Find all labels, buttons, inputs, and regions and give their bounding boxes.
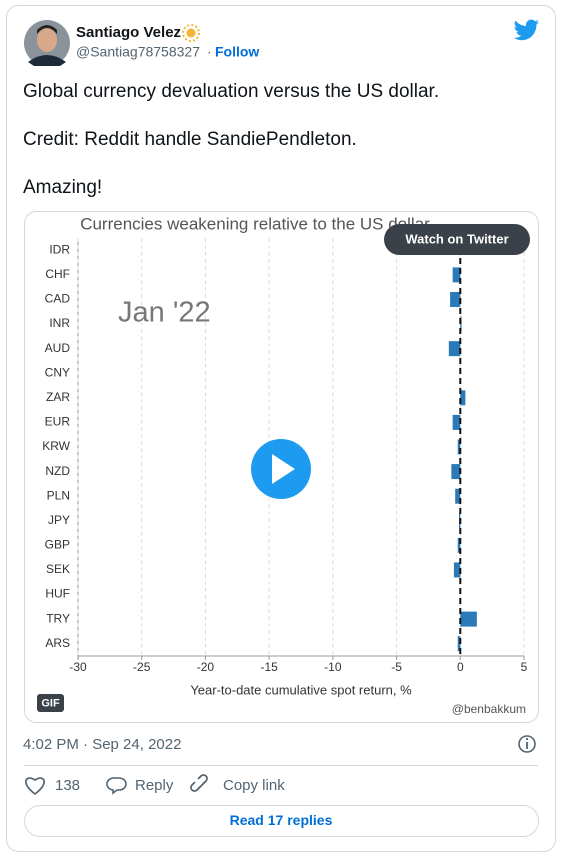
reply-label[interactable]: Reply [135, 777, 174, 794]
x-axis-label: Year-to-date cumulative spot return, % [190, 682, 412, 697]
read-replies-button[interactable] [24, 805, 539, 837]
y-tick-label: EUR [45, 415, 71, 429]
info-icon[interactable] [518, 735, 536, 753]
bar [451, 464, 461, 480]
link-icon[interactable] [190, 774, 208, 792]
twitter-logo[interactable] [513, 19, 539, 41]
x-tick-label: 5 [521, 660, 528, 674]
avatar[interactable] [24, 20, 70, 66]
y-tick-label: ZAR [46, 390, 70, 404]
x-tick-label: -20 [197, 660, 215, 674]
chart-title: Currencies weakening relative to the US … [80, 214, 430, 233]
bar [457, 636, 461, 652]
bar [450, 291, 461, 307]
bar [448, 341, 461, 357]
y-tick-label: TRY [46, 611, 70, 625]
author-name[interactable]: Santiago Velez [76, 24, 181, 41]
bar [460, 611, 477, 627]
y-tick-label: CHF [45, 267, 70, 281]
bar [452, 267, 461, 283]
x-tick-label: -10 [324, 660, 342, 674]
x-tick-label: -5 [391, 660, 402, 674]
gif-label: GIF [41, 697, 60, 709]
copy-link-label[interactable]: Copy link [223, 777, 285, 794]
x-tick-label: 0 [457, 660, 464, 674]
bar [457, 439, 461, 455]
watch-label[interactable]: Watch on Twitter [405, 231, 508, 246]
y-tick-label: AUD [45, 341, 71, 355]
y-tick-label: CNY [45, 365, 70, 379]
y-tick-label: SEK [46, 562, 70, 576]
y-tick-label: PLN [47, 488, 70, 502]
x-tick-label: -25 [133, 660, 151, 674]
read-replies-label[interactable]: Read 17 replies [230, 812, 333, 828]
handle[interactable]: @Santiag78758327 [76, 44, 200, 60]
y-tick-label: JPY [48, 513, 70, 527]
chart-annotation: Jan '22 [118, 297, 211, 329]
bar [457, 537, 461, 553]
tweet-text: Global currency devaluation versus the U… [23, 81, 439, 102]
timestamp[interactable]: 4:02 PM · Sep 24, 2022 [23, 736, 181, 753]
bar [460, 316, 462, 332]
x-tick-label: -15 [260, 660, 278, 674]
x-tick-label: -30 [69, 660, 87, 674]
y-tick-label: IDR [49, 242, 70, 256]
chart[interactable]: ARS TRY HUF SEK GBP JPY PLN NZD KRW EUR ZAR CNY AUD I… [42, 214, 527, 716]
sun-badge [182, 24, 200, 42]
like-count[interactable]: 138 [55, 777, 80, 794]
bar [453, 562, 461, 578]
follow-link[interactable]: Follow [215, 44, 259, 60]
y-tick-label: GBP [45, 538, 70, 552]
bar [455, 488, 461, 504]
watch-button[interactable] [384, 224, 530, 255]
y-tick-label: KRW [42, 439, 70, 453]
bar [460, 390, 466, 406]
tweet-text: Credit: Reddit handle SandiePendleton. [23, 129, 357, 150]
y-tick-label: CAD [45, 292, 71, 306]
bar [452, 414, 461, 430]
chart-credit: @benbakkum [452, 702, 526, 716]
y-tick-label: HUF [45, 587, 70, 601]
y-tick-label: ARS [45, 636, 70, 650]
like-icon[interactable] [25, 777, 45, 796]
play-button[interactable] [251, 439, 311, 499]
gif-badge [37, 694, 64, 712]
separator: · [207, 44, 212, 60]
reply-icon[interactable] [106, 777, 127, 795]
y-tick-label: INR [49, 316, 70, 330]
y-tick-label: NZD [45, 464, 70, 478]
tweet-text: Amazing! [23, 177, 102, 198]
